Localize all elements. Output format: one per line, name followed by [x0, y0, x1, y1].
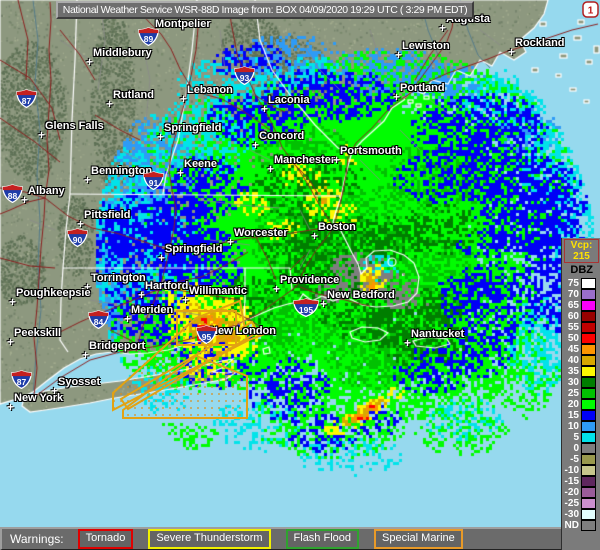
dbz-swatch-70 [581, 288, 596, 300]
dbz-value--20: -20 [564, 487, 579, 498]
warning-chip-special-marine: Special Marine [374, 529, 463, 549]
dbz-swatch-0 [581, 442, 596, 454]
dbz-label: DBZ [570, 264, 593, 276]
dbz-row-15: 15 [562, 409, 600, 421]
dbz-value-75: 75 [567, 278, 579, 289]
dbz-swatch--5 [581, 453, 596, 465]
dbz-swatch--30 [581, 508, 596, 520]
warning-chip-flash-flood: Flash Flood [285, 529, 360, 549]
dbz-value-65: 65 [567, 300, 579, 311]
dbz-swatch-25 [581, 387, 596, 399]
dbz-swatch-5 [581, 431, 596, 443]
dbz-value--15: -15 [564, 476, 579, 487]
dbz-value-5: 5 [573, 432, 579, 443]
dbz-row--25: -25 [562, 497, 600, 509]
dbz-row--30: -30 [562, 508, 600, 520]
dbz-value-0: 0 [573, 443, 579, 454]
dbz-row--5: -5 [562, 453, 600, 465]
dbz-row-40: 40 [562, 354, 600, 366]
dbz-scale: Vcp: 215 DBZ 75 70 65 60 55 50 45 40 35 30 25 20 15 1… [561, 238, 600, 550]
dbz-swatch-15 [581, 409, 596, 421]
dbz-row-10: 10 [562, 420, 600, 432]
dbz-value-ND: ND [564, 520, 579, 531]
dbz-swatch-50 [581, 332, 596, 344]
vcp-label: Vcp: 215 [564, 239, 599, 263]
dbz-row-5: 5 [562, 431, 600, 443]
dbz-row-0: 0 [562, 442, 600, 454]
warning-chip-severe-thunderstorm: Severe Thunderstorm [148, 529, 271, 549]
dbz-value-40: 40 [567, 355, 579, 366]
dbz-row-60: 60 [562, 310, 600, 322]
dbz-row-65: 65 [562, 299, 600, 311]
dbz-value-55: 55 [567, 322, 579, 333]
dbz-row-25: 25 [562, 387, 600, 399]
dbz-row--10: -10 [562, 464, 600, 476]
dbz-value--30: -30 [564, 509, 579, 520]
dbz-swatch-20 [581, 398, 596, 410]
dbz-value--5: -5 [570, 454, 579, 465]
dbz-swatch--15 [581, 475, 596, 487]
dbz-value-60: 60 [567, 311, 579, 322]
dbz-swatch-55 [581, 321, 596, 333]
dbz-value-25: 25 [567, 388, 579, 399]
dbz-swatch-45 [581, 343, 596, 355]
dbz-value--10: -10 [564, 465, 579, 476]
dbz-swatch-10 [581, 420, 596, 432]
dbz-row-ND: ND [562, 519, 600, 531]
dbz-value-35: 35 [567, 366, 579, 377]
dbz-value-20: 20 [567, 399, 579, 410]
dbz-row--15: -15 [562, 475, 600, 487]
dbz-value-30: 30 [567, 377, 579, 388]
dbz-row-50: 50 [562, 332, 600, 344]
dbz-value-45: 45 [567, 344, 579, 355]
warnings-bar: Warnings: Tornado Severe Thunderstorm Flas… [0, 527, 561, 550]
warning-chip-tornado: Tornado [77, 529, 134, 549]
title-text: National Weather Service WSR-88D Image f… [62, 4, 468, 16]
dbz-swatch-40 [581, 354, 596, 366]
warnings-label: Warnings: [10, 532, 64, 546]
dbz-row-35: 35 [562, 365, 600, 377]
dbz-swatch-ND [581, 519, 596, 531]
dbz-row-70: 70 [562, 288, 600, 300]
dbz-swatch-35 [581, 365, 596, 377]
dbz-row-30: 30 [562, 376, 600, 388]
dbz-swatch-75 [581, 277, 596, 289]
dbz-value-15: 15 [567, 410, 579, 421]
dbz-swatch-30 [581, 376, 596, 388]
dbz-row--20: -20 [562, 486, 600, 498]
dbz-swatch--10 [581, 464, 596, 476]
dbz-row-20: 20 [562, 398, 600, 410]
dbz-value-70: 70 [567, 289, 579, 300]
dbz-rows: 75 70 65 60 55 50 45 40 35 30 25 20 15 10 5 0 -5 -10 -15 -2… [562, 277, 600, 531]
dbz-swatch--20 [581, 486, 596, 498]
dbz-row-55: 55 [562, 321, 600, 333]
dbz-value-10: 10 [567, 421, 579, 432]
title-bar: National Weather Service WSR-88D Image f… [56, 1, 474, 19]
dbz-row-75: 75 [562, 277, 600, 289]
dbz-value--25: -25 [564, 498, 579, 509]
dbz-swatch-60 [581, 310, 596, 322]
dbz-value-50: 50 [567, 333, 579, 344]
dbz-swatch--25 [581, 497, 596, 509]
dbz-row-45: 45 [562, 343, 600, 355]
dbz-swatch-65 [581, 299, 596, 311]
